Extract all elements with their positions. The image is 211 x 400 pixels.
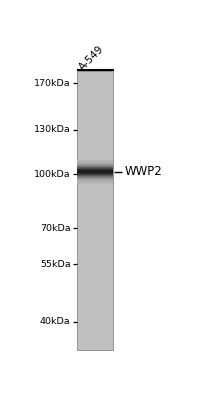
Bar	[77, 174, 113, 175]
Bar	[77, 182, 113, 183]
Bar	[77, 181, 113, 182]
Text: A-549: A-549	[77, 44, 106, 73]
Bar	[77, 178, 113, 179]
Bar	[77, 181, 113, 182]
Bar	[77, 183, 113, 184]
Text: 170kDa: 170kDa	[34, 79, 70, 88]
Bar	[77, 175, 113, 176]
Bar	[77, 168, 113, 169]
Bar	[77, 173, 113, 174]
Bar	[77, 171, 113, 172]
Bar	[77, 162, 113, 163]
Bar	[77, 172, 113, 173]
Bar	[77, 167, 113, 168]
Bar	[77, 165, 113, 166]
Bar	[77, 173, 113, 174]
Bar	[77, 164, 113, 165]
Bar	[77, 167, 113, 168]
Bar	[77, 177, 113, 178]
Bar	[77, 178, 113, 179]
Bar	[77, 175, 113, 176]
Bar	[77, 180, 113, 181]
Bar	[77, 165, 113, 166]
Bar	[77, 71, 113, 350]
Bar	[77, 169, 113, 170]
Bar	[77, 160, 113, 161]
Bar	[77, 179, 113, 180]
Bar	[77, 172, 113, 173]
Bar	[77, 176, 113, 177]
Bar	[77, 168, 113, 169]
Bar	[77, 174, 113, 175]
Bar	[77, 164, 113, 165]
Bar	[77, 180, 113, 181]
Text: 130kDa: 130kDa	[34, 125, 70, 134]
Bar	[77, 160, 113, 161]
Text: 40kDa: 40kDa	[40, 317, 70, 326]
Bar	[77, 166, 113, 167]
Bar	[77, 163, 113, 164]
Bar	[77, 176, 113, 177]
Text: WWP2: WWP2	[124, 165, 162, 178]
Bar	[77, 161, 113, 162]
Text: 70kDa: 70kDa	[40, 224, 70, 233]
Bar	[77, 182, 113, 183]
Bar	[77, 166, 113, 167]
Bar	[77, 161, 113, 162]
Text: 55kDa: 55kDa	[40, 260, 70, 269]
Bar	[77, 177, 113, 178]
Bar	[77, 163, 113, 164]
Bar	[77, 179, 113, 180]
Bar	[77, 170, 113, 171]
Bar	[77, 162, 113, 163]
Bar	[77, 171, 113, 172]
Bar	[77, 170, 113, 171]
Bar	[77, 169, 113, 170]
Text: 100kDa: 100kDa	[34, 170, 70, 179]
